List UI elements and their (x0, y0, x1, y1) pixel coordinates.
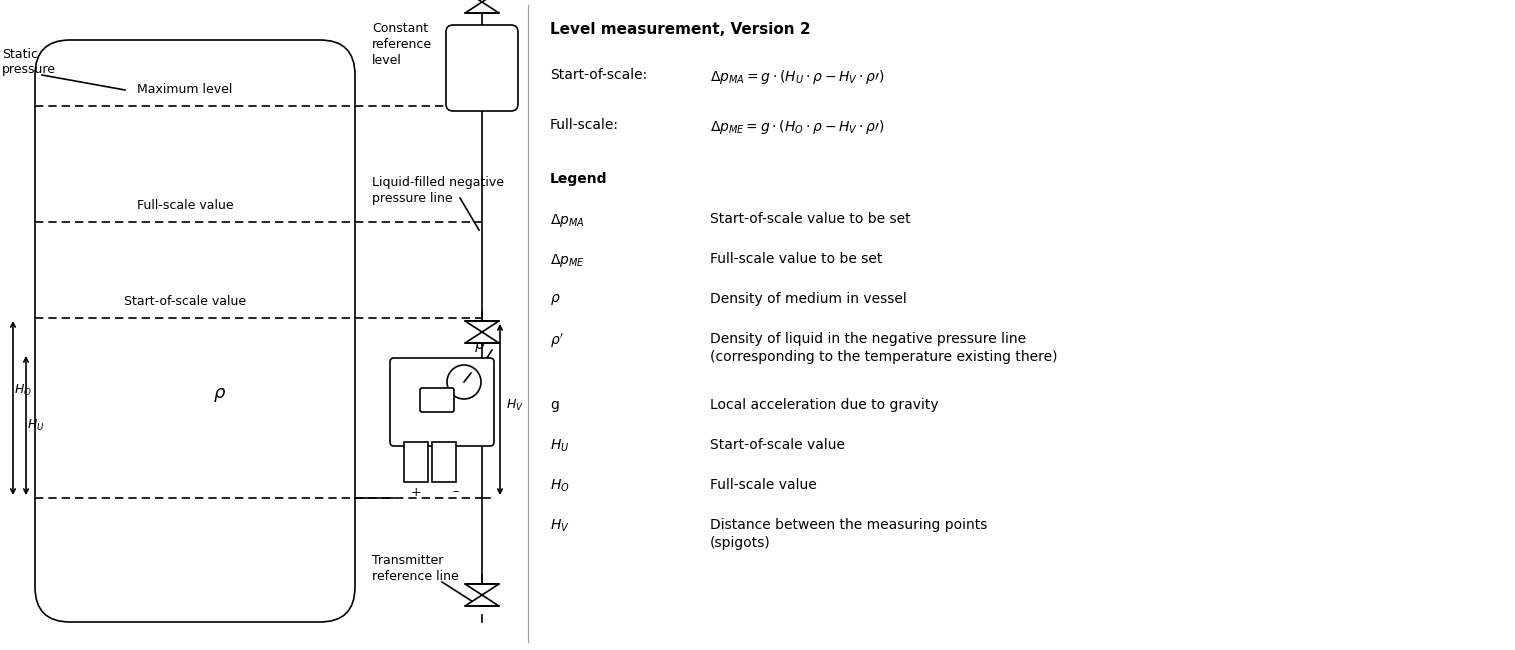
Polygon shape (465, 0, 498, 2)
Text: Distance between the measuring points
(spigots): Distance between the measuring points (s… (711, 518, 988, 551)
Text: Density of medium in vessel: Density of medium in vessel (711, 292, 907, 306)
Text: Start-of-scale value to be set: Start-of-scale value to be set (711, 212, 911, 226)
Text: Liquid-filled negative
pressure line: Liquid-filled negative pressure line (373, 176, 504, 205)
Text: $H_U$: $H_U$ (27, 418, 44, 433)
Text: –: – (453, 486, 459, 499)
Text: Legend: Legend (550, 172, 608, 186)
Polygon shape (465, 332, 498, 343)
Text: $H_V$: $H_V$ (506, 397, 524, 413)
Text: $\Delta p_{ME}$: $\Delta p_{ME}$ (550, 252, 585, 269)
Polygon shape (465, 321, 498, 332)
Text: Constant
reference
level: Constant reference level (373, 23, 432, 68)
Text: Full-scale value: Full-scale value (136, 199, 233, 212)
Text: $H_U$: $H_U$ (550, 438, 570, 454)
Text: Static
pressure: Static pressure (2, 47, 56, 77)
Bar (405, 442, 429, 482)
Polygon shape (465, 595, 498, 606)
Text: Level measurement, Version 2: Level measurement, Version 2 (550, 22, 811, 37)
Text: $\rho$: $\rho$ (214, 386, 227, 404)
Text: $\rho'$: $\rho'$ (474, 335, 489, 355)
Text: $\Delta p_{ME} = g \cdot (H_O \cdot \rho - H_V \cdot \rho\prime)$: $\Delta p_{ME} = g \cdot (H_O \cdot \rho… (711, 118, 885, 136)
Polygon shape (465, 2, 498, 13)
Text: $\rho'$: $\rho'$ (550, 332, 564, 350)
Text: $\Delta p_{MA} = g \cdot (H_U \cdot \rho - H_V \cdot \rho\prime)$: $\Delta p_{MA} = g \cdot (H_U \cdot \rho… (711, 68, 885, 86)
Text: Density of liquid in the negative pressure line
(corresponding to the temperatur: Density of liquid in the negative pressu… (711, 332, 1057, 365)
Text: Full-scale:: Full-scale: (550, 118, 620, 132)
Text: Start-of-scale value: Start-of-scale value (124, 295, 245, 308)
Text: Transmitter
reference line: Transmitter reference line (373, 554, 459, 582)
Text: Start-of-scale:: Start-of-scale: (550, 68, 647, 82)
FancyBboxPatch shape (445, 25, 518, 111)
Bar (432, 442, 456, 482)
Text: Start-of-scale value: Start-of-scale value (711, 438, 845, 452)
Text: $H_O$: $H_O$ (550, 478, 570, 495)
Polygon shape (465, 584, 498, 595)
Text: $\Delta p_{MA}$: $\Delta p_{MA}$ (550, 212, 585, 229)
Text: g: g (550, 398, 559, 412)
Text: $H_V$: $H_V$ (550, 518, 570, 534)
FancyBboxPatch shape (389, 358, 494, 446)
Text: +: + (411, 486, 421, 499)
Text: Maximum level: Maximum level (138, 83, 233, 96)
Text: $H_O$: $H_O$ (14, 382, 32, 398)
FancyBboxPatch shape (420, 388, 454, 412)
Circle shape (447, 365, 480, 399)
Text: Full-scale value to be set: Full-scale value to be set (711, 252, 882, 266)
Text: $\rho$: $\rho$ (550, 292, 561, 307)
Text: Local acceleration due to gravity: Local acceleration due to gravity (711, 398, 939, 412)
Text: Full-scale value: Full-scale value (711, 478, 817, 492)
